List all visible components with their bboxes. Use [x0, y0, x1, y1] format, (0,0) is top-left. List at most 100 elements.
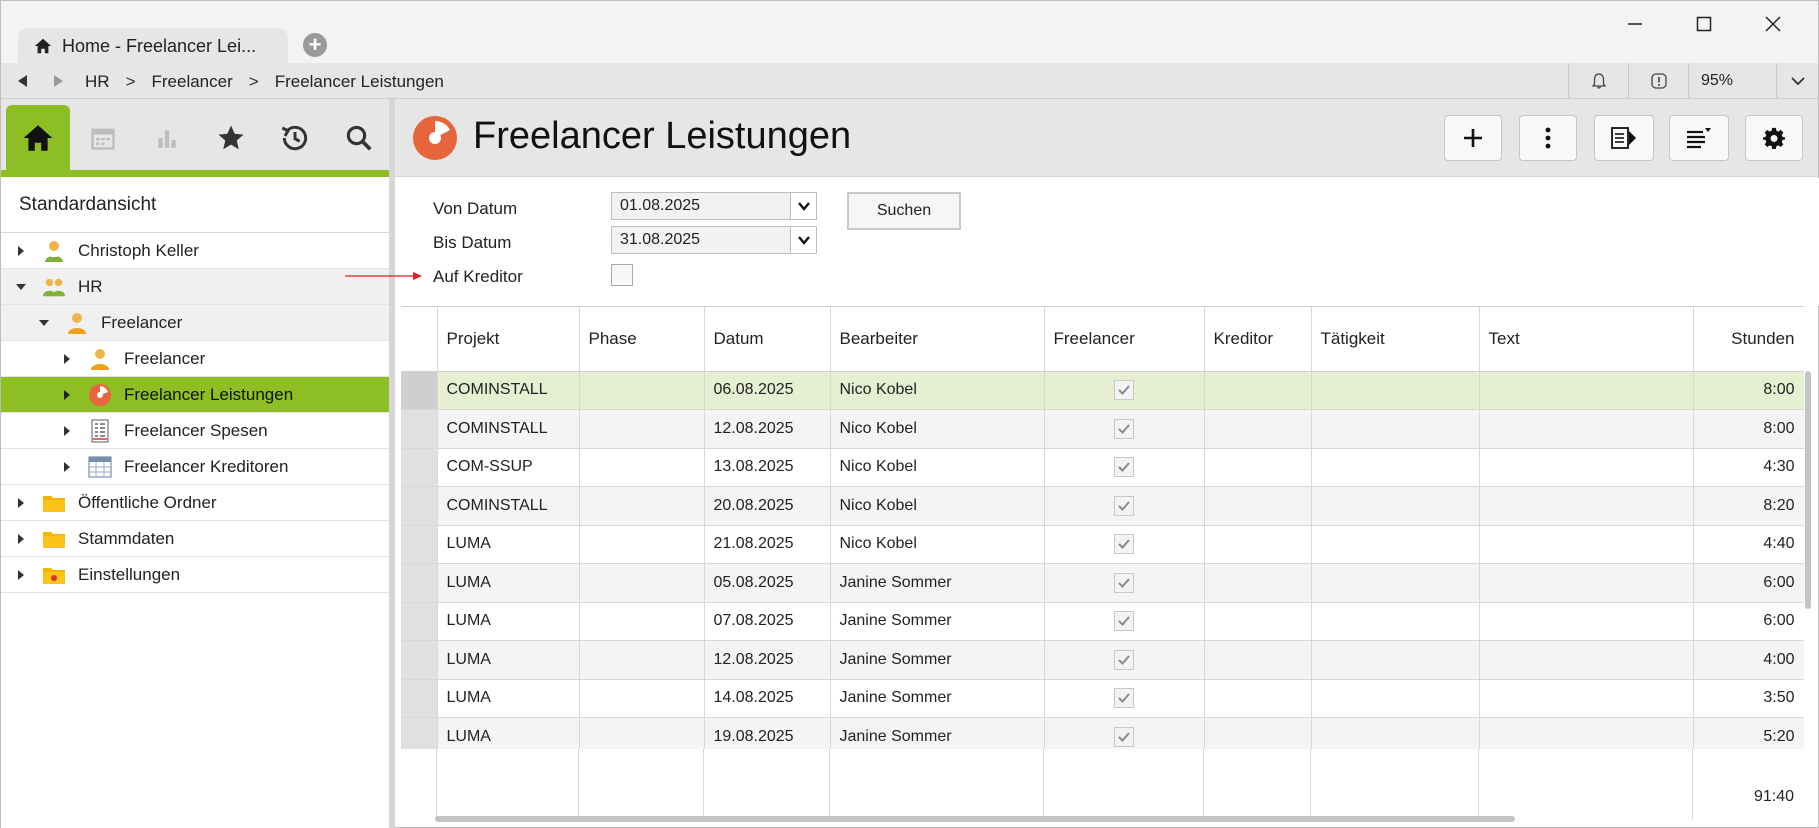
cell-kreditor[interactable]	[1204, 679, 1312, 718]
new-tab-button[interactable]: +	[303, 33, 327, 57]
row-header[interactable]	[401, 640, 438, 680]
addressbar-menu-button[interactable]	[1776, 63, 1818, 98]
cell-projekt[interactable]: COMINSTALL	[437, 486, 580, 526]
expand-arrow-icon[interactable]	[60, 424, 74, 438]
row-header[interactable]	[401, 602, 438, 641]
von-datum-field[interactable]: 01.08.2025	[611, 192, 817, 220]
cell-kreditor[interactable]	[1204, 640, 1312, 680]
cell-text[interactable]	[1479, 371, 1694, 410]
cell-projekt[interactable]: LUMA	[437, 563, 580, 603]
cell-projekt[interactable]: LUMA	[437, 602, 580, 641]
row-header[interactable]	[401, 448, 438, 487]
cell-stunden[interactable]: 4:00	[1693, 640, 1804, 680]
freelancer-checkbox[interactable]	[1114, 688, 1134, 709]
cell-projekt[interactable]: LUMA	[437, 525, 580, 564]
cell-projekt[interactable]: LUMA	[437, 679, 580, 718]
zoom-level[interactable]: 95%	[1688, 63, 1776, 98]
sidebar-tab-home[interactable]	[6, 105, 70, 170]
cell-stunden[interactable]: 4:40	[1693, 525, 1804, 564]
cell-bearbeiter[interactable]: Janine Sommer	[830, 679, 1045, 718]
cell-taetigkeit[interactable]	[1311, 486, 1480, 526]
cell-taetigkeit[interactable]	[1311, 525, 1480, 564]
column-header-projekt[interactable]: Projekt	[437, 307, 580, 372]
vertical-scrollbar[interactable]	[1805, 371, 1811, 609]
cell-datum[interactable]: 05.08.2025	[704, 563, 831, 603]
column-header-freelancer[interactable]: Freelancer	[1044, 307, 1205, 372]
cell-freelancer[interactable]	[1044, 525, 1205, 564]
table-row[interactable]: COMINSTALL 20.08.2025 Nico Kobel 8:20	[401, 486, 1804, 526]
cell-datum[interactable]: 12.08.2025	[704, 640, 831, 680]
freelancer-checkbox[interactable]	[1114, 649, 1134, 670]
cell-freelancer[interactable]	[1044, 448, 1205, 487]
cell-freelancer[interactable]	[1044, 486, 1205, 526]
cell-freelancer[interactable]	[1044, 409, 1205, 449]
export-button[interactable]	[1594, 115, 1654, 161]
breadcrumb-freelancer[interactable]: Freelancer	[151, 72, 233, 91]
cell-stunden[interactable]: 8:00	[1693, 371, 1804, 410]
cell-taetigkeit[interactable]	[1311, 602, 1480, 641]
cell-kreditor[interactable]	[1204, 602, 1312, 641]
row-header[interactable]	[401, 679, 438, 718]
cell-freelancer[interactable]	[1044, 371, 1205, 410]
cell-projekt[interactable]: COM-SSUP	[437, 448, 580, 487]
freelancer-checkbox[interactable]	[1114, 380, 1134, 401]
cell-taetigkeit[interactable]	[1311, 640, 1480, 680]
row-header[interactable]	[401, 371, 438, 410]
suchen-button[interactable]: Suchen	[847, 192, 961, 230]
maximize-button[interactable]	[1684, 9, 1724, 39]
info-button[interactable]	[1628, 63, 1688, 98]
collapse-arrow-icon[interactable]	[14, 280, 28, 294]
cell-kreditor[interactable]	[1204, 448, 1312, 487]
cell-datum[interactable]: 14.08.2025	[704, 679, 831, 718]
cell-phase[interactable]	[579, 409, 705, 449]
auf-kreditor-checkbox[interactable]	[611, 264, 633, 286]
cell-stunden[interactable]: 6:00	[1693, 602, 1804, 641]
column-header-stunden[interactable]: Stunden	[1693, 307, 1804, 372]
cell-taetigkeit[interactable]	[1311, 371, 1480, 410]
bis-datum-field[interactable]: 31.08.2025	[611, 226, 817, 254]
column-header-kreditor[interactable]: Kreditor	[1204, 307, 1312, 372]
cell-projekt[interactable]: COMINSTALL	[437, 409, 580, 449]
cell-phase[interactable]	[579, 371, 705, 410]
cell-kreditor[interactable]	[1204, 486, 1312, 526]
column-header-datum[interactable]: Datum	[704, 307, 831, 372]
cell-bearbeiter[interactable]: Nico Kobel	[830, 486, 1045, 526]
table-row[interactable]: LUMA 14.08.2025 Janine Sommer 3:50	[401, 679, 1804, 718]
breadcrumb-hr[interactable]: HR	[85, 72, 110, 91]
column-header-phase[interactable]: Phase	[579, 307, 705, 372]
table-row[interactable]: LUMA 07.08.2025 Janine Sommer 6:00	[401, 602, 1804, 641]
forward-icon[interactable]	[49, 72, 67, 90]
table-row[interactable]: COMINSTALL 12.08.2025 Nico Kobel 8:00	[401, 409, 1804, 449]
cell-kreditor[interactable]	[1204, 525, 1312, 564]
expand-arrow-icon[interactable]	[60, 352, 74, 366]
cell-bearbeiter[interactable]: Nico Kobel	[830, 448, 1045, 487]
tree-item-freelancer[interactable]: Freelancer	[1, 341, 389, 377]
cell-phase[interactable]	[579, 448, 705, 487]
table-row[interactable]: LUMA 21.08.2025 Nico Kobel 4:40	[401, 525, 1804, 564]
settings-button[interactable]	[1745, 115, 1803, 161]
bis-datum-value[interactable]: 31.08.2025	[620, 231, 701, 248]
close-window-button[interactable]	[1753, 9, 1793, 39]
cell-bearbeiter[interactable]: Janine Sommer	[830, 602, 1045, 641]
column-header-text[interactable]: Text	[1479, 307, 1694, 372]
cell-taetigkeit[interactable]	[1311, 409, 1480, 449]
tree-item-freelancer-kreditoren[interactable]: Freelancer Kreditoren	[1, 449, 389, 485]
cell-kreditor[interactable]	[1204, 409, 1312, 449]
freelancer-checkbox[interactable]	[1114, 611, 1134, 632]
cell-stunden[interactable]: 3:50	[1693, 679, 1804, 718]
cell-text[interactable]	[1479, 602, 1694, 641]
freelancer-checkbox[interactable]	[1114, 726, 1134, 747]
collapse-arrow-icon[interactable]	[37, 316, 51, 330]
cell-datum[interactable]: 20.08.2025	[704, 486, 831, 526]
cell-text[interactable]	[1479, 409, 1694, 449]
cell-datum[interactable]: 12.08.2025	[704, 409, 831, 449]
cell-phase[interactable]	[579, 525, 705, 564]
sidebar-tab-history[interactable]	[263, 105, 327, 170]
freelancer-checkbox[interactable]	[1114, 457, 1134, 478]
bis-datum-dropdown[interactable]	[790, 227, 816, 253]
more-options-button[interactable]	[1519, 115, 1577, 161]
cell-taetigkeit[interactable]	[1311, 563, 1480, 603]
expand-arrow-icon[interactable]	[14, 244, 28, 258]
table-row[interactable]: COM-SSUP 13.08.2025 Nico Kobel 4:30	[401, 448, 1804, 487]
column-header-taetigkeit[interactable]: Tätigkeit	[1311, 307, 1480, 372]
